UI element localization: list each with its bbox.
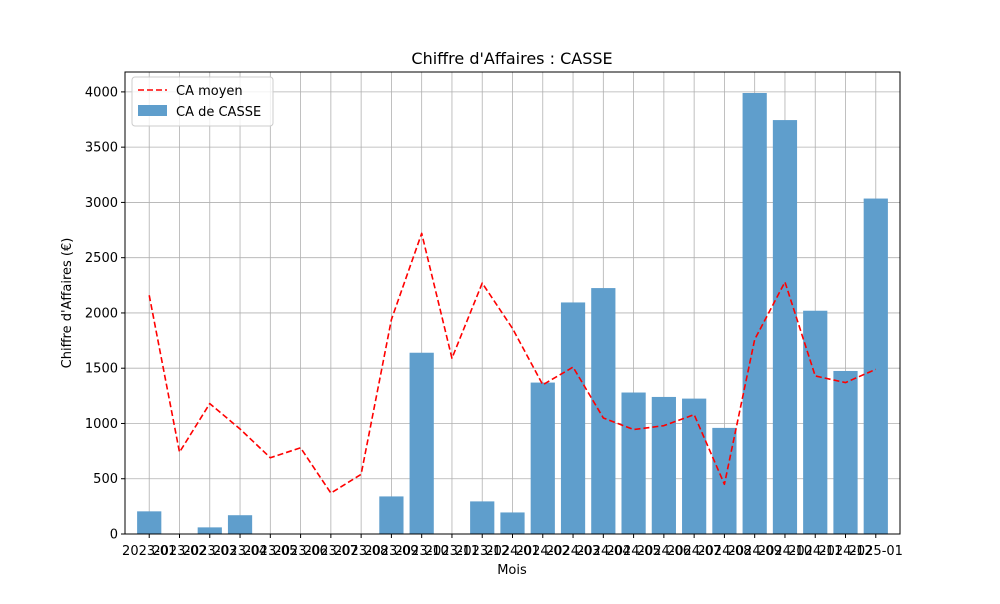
y-axis-label: Chiffre d'Affaires (€) <box>60 238 75 369</box>
x-tick-label: 2024-02 <box>516 544 570 559</box>
bar-2023-12 <box>470 501 495 534</box>
x-tick-label: 2024-08 <box>697 544 751 559</box>
y-tick-label: 0 <box>110 528 118 543</box>
x-tick-label: 2024-01 <box>485 544 539 559</box>
bar-2023-10 <box>409 352 434 534</box>
legend-bar-swatch <box>138 105 167 116</box>
x-tick-label: 2024-04 <box>576 544 630 559</box>
x-tick-label: 2024-03 <box>546 544 600 559</box>
bar-2024-04 <box>591 288 616 534</box>
y-tick-label: 2500 <box>85 251 118 266</box>
bar-2024-01 <box>500 512 525 534</box>
x-tick-label: 2024-07 <box>667 544 721 559</box>
bar-2024-10 <box>772 120 798 534</box>
legend-label-line: CA moyen <box>176 84 243 99</box>
y-tick-label: 1500 <box>85 362 118 377</box>
x-tick-label: 2023-07 <box>304 544 358 559</box>
x-tick-label: 2023-08 <box>334 544 388 559</box>
average-line <box>148 232 877 494</box>
bar-2024-08 <box>712 427 737 534</box>
bar-2023-04 <box>227 515 253 534</box>
x-tick-label: 2023-01 <box>122 544 176 559</box>
x-tick-label: 2024-09 <box>728 544 782 559</box>
y-tick-label: 4000 <box>85 85 118 100</box>
bar-2024-07 <box>682 398 707 534</box>
x-tick-label: 2023-11 <box>425 544 479 559</box>
y-tick-label: 3000 <box>85 196 118 211</box>
x-tick-label: 2023-02 <box>152 544 206 559</box>
bar-2024-12 <box>833 370 858 534</box>
legend: CA moyen CA de CASSE <box>131 76 274 127</box>
y-tick-label: 500 <box>93 472 118 487</box>
y-tick-label: 1000 <box>85 417 118 432</box>
x-tick-label: 2023-09 <box>364 544 418 559</box>
chart-title: Chiffre d'Affaires : CASSE <box>411 49 612 68</box>
bar-2023-09 <box>379 496 404 534</box>
x-tick-label: 2024-11 <box>788 544 842 559</box>
x-tick-label: 2023-03 <box>183 544 237 559</box>
bar-2024-11 <box>803 310 828 534</box>
bar-2023-01 <box>137 511 162 534</box>
x-tick-label: 2023-04 <box>213 544 267 559</box>
bars-layer <box>137 93 888 535</box>
line-layer <box>148 232 877 494</box>
bar-2025-01 <box>863 198 888 535</box>
bar-2024-05 <box>621 392 646 534</box>
ticks-layer: 050010001500200025003000350040002023-012… <box>85 85 903 559</box>
x-tick-label: 2024-12 <box>818 544 872 559</box>
bar-2024-03 <box>560 302 586 534</box>
y-tick-label: 3500 <box>85 141 118 156</box>
x-tick-label: 2024-05 <box>606 544 660 559</box>
legend-frame <box>131 76 274 127</box>
x-tick-label: 2025-01 <box>849 544 903 559</box>
x-tick-label: 2023-10 <box>395 544 449 559</box>
bar-2023-03 <box>197 527 222 534</box>
x-axis-label: Mois <box>497 563 527 578</box>
bar-2024-02 <box>530 382 555 534</box>
x-tick-label: 2024-10 <box>758 544 812 559</box>
x-tick-label: 2023-06 <box>273 544 327 559</box>
legend-label-bar: CA de CASSE <box>176 105 261 120</box>
x-tick-label: 2023-12 <box>455 544 509 559</box>
x-tick-label: 2024-06 <box>637 544 691 559</box>
y-tick-label: 2000 <box>85 306 118 321</box>
x-tick-label: 2023-05 <box>243 544 297 559</box>
bar-2024-09 <box>742 93 767 534</box>
bar-2024-06 <box>651 396 676 534</box>
